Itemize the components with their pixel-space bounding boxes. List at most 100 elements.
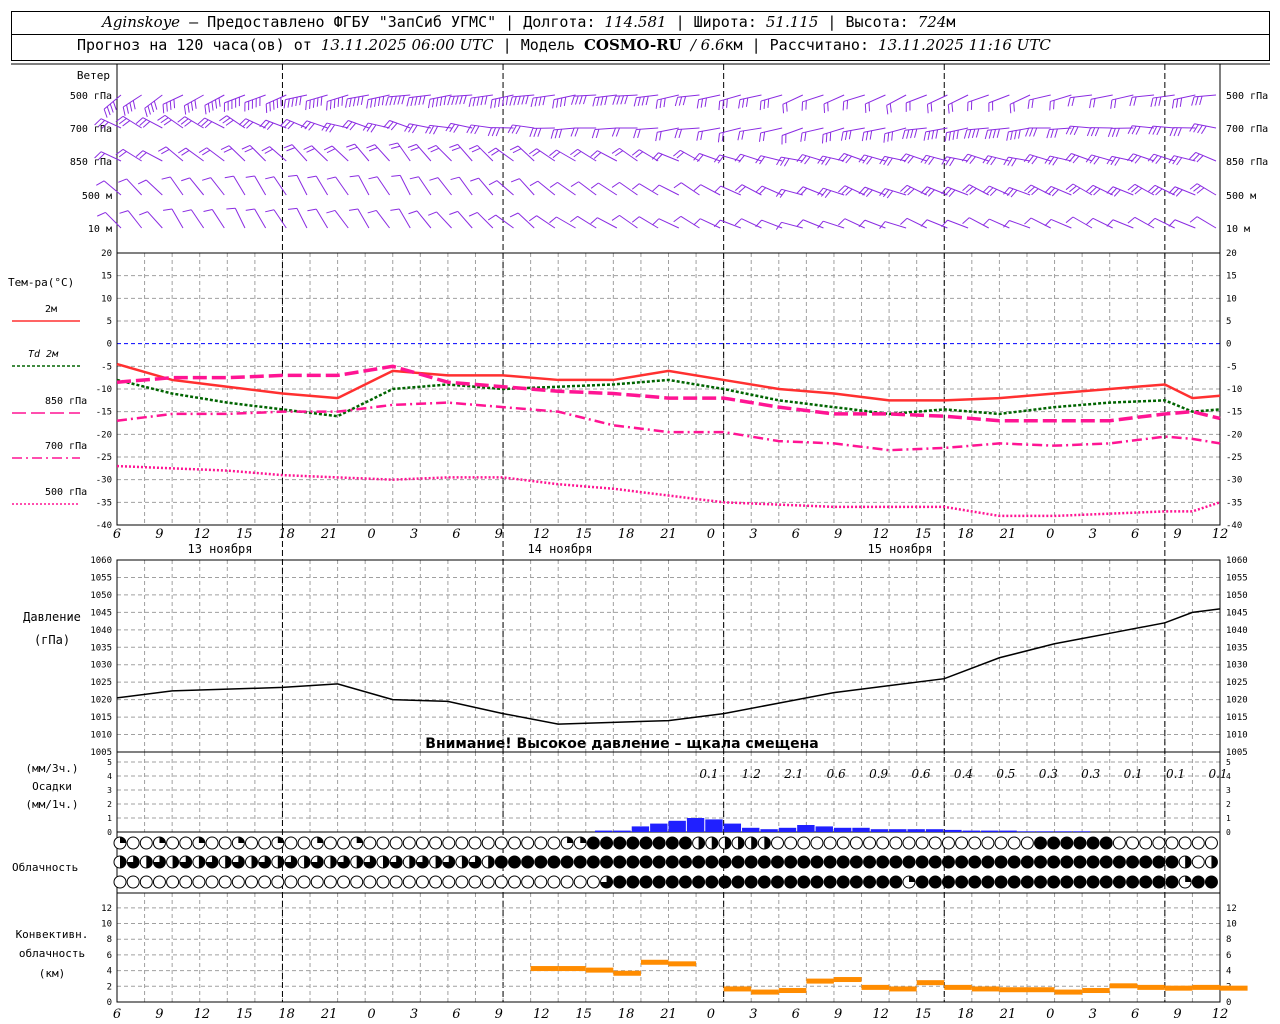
day-label: 14 ноября xyxy=(527,542,592,556)
wind-barb-feather xyxy=(800,132,803,142)
wind-barb-feather xyxy=(537,128,542,137)
cloud-cover-circle-icon xyxy=(1073,836,1087,850)
wind-barb-feather xyxy=(348,208,359,211)
wind-barb-feather xyxy=(139,119,147,126)
wind-barb-icon xyxy=(307,175,329,196)
cloud-circle-outline xyxy=(876,855,890,869)
cloud-cover-circle-icon xyxy=(1126,875,1140,889)
wind-barb-icon xyxy=(468,94,493,107)
cloud-circle-outline xyxy=(836,855,850,869)
wind-barb-feather xyxy=(211,101,214,111)
cloud-cover-circle-icon xyxy=(902,836,916,850)
cloud-cover-circle-icon xyxy=(1060,836,1074,850)
wind-barb-feather xyxy=(299,96,302,106)
cloud-cover-circle-icon xyxy=(981,875,995,889)
cloud-cover-circle-icon xyxy=(350,855,364,869)
cloud-cover-circle-icon xyxy=(521,855,535,869)
pressure-ytick-left: 1045 xyxy=(90,608,112,618)
wind-barb-icon xyxy=(220,145,246,162)
wind-barb-icon xyxy=(226,207,246,229)
wind-barb-feather xyxy=(718,101,721,111)
hour-tick-mid: 18 xyxy=(957,527,974,542)
precip-unit-1h: (мм/1ч.) xyxy=(26,798,79,811)
wind-barb-icon xyxy=(366,94,390,109)
wind-barb-feather xyxy=(817,187,824,196)
wind-barb-shaft xyxy=(619,214,638,229)
wind-barb-feather xyxy=(549,181,558,188)
convective-bar xyxy=(1026,987,1055,993)
convective-bar xyxy=(1164,985,1193,991)
wind-barb-shaft xyxy=(969,217,989,229)
wind-barb-icon xyxy=(1065,153,1093,164)
wind-barb-icon xyxy=(449,210,473,229)
hour-tick-bottom: 18 xyxy=(957,1007,974,1022)
wind-barb-icon xyxy=(94,118,122,129)
wind-barb-feather xyxy=(144,108,148,118)
wind-barb-feather xyxy=(655,99,658,109)
wind-barb-feather xyxy=(800,155,807,164)
wind-barb-feather xyxy=(879,221,886,229)
wind-barb-feather xyxy=(655,153,663,162)
wind-barb-feather xyxy=(696,99,700,109)
wind-barb-feather xyxy=(1197,125,1203,134)
cloud-cover-circle-icon xyxy=(560,875,574,889)
cloud-circle-outline xyxy=(692,855,706,869)
wind-barb-shaft xyxy=(1194,94,1217,98)
wind-barb-feather xyxy=(177,116,186,123)
wind-barb-shaft xyxy=(1030,217,1051,229)
precip-bar xyxy=(981,830,999,832)
cloud-cover-circle-icon xyxy=(994,855,1008,869)
wind-barb-icon xyxy=(1106,219,1134,229)
wind-barb-feather xyxy=(1134,156,1142,164)
wind-barb-feather xyxy=(1131,185,1139,193)
wind-barb-feather xyxy=(865,131,869,141)
wind-barb-feather xyxy=(509,145,519,151)
pressure-ytick-right: 1015 xyxy=(1226,713,1248,723)
wind-barb-feather xyxy=(920,155,927,163)
wind-barb-feather xyxy=(611,214,620,221)
wind-barb-feather xyxy=(570,127,575,137)
temp-series xyxy=(116,362,1221,518)
cloud-circle-outline xyxy=(271,875,285,889)
cloud-cover-circle-icon xyxy=(218,836,232,850)
cloud-circle-fill xyxy=(337,856,350,868)
wind-barb-feather xyxy=(374,97,377,107)
cloud-cover-circle-icon xyxy=(1007,875,1021,889)
cloud-cover-circle-icon xyxy=(1112,875,1126,889)
wind-barb-feather xyxy=(459,95,463,105)
wind-barb-icon xyxy=(280,118,308,130)
cloud-cover-circle-icon xyxy=(271,875,285,889)
cloud-circle-fill xyxy=(600,876,613,888)
model-resolution: / 6.6 xyxy=(690,36,725,54)
wind-barb-feather xyxy=(935,129,939,139)
wind-barb-feather xyxy=(509,96,513,106)
cloud-circle-fill xyxy=(356,837,363,843)
wind-barb-feather xyxy=(1071,97,1075,107)
cloud-cover-circle-icon xyxy=(284,836,298,850)
cloud-cover-circle-icon xyxy=(547,855,561,869)
wind-barb-icon xyxy=(103,94,122,118)
cloud-circle-outline xyxy=(586,836,600,850)
wind-barb-feather xyxy=(476,96,480,106)
wind-barb-feather xyxy=(1168,186,1176,194)
cloud-cover-circle-icon xyxy=(1007,855,1021,869)
wind-barb-feather xyxy=(782,104,785,114)
cloud-circle-outline xyxy=(376,836,390,850)
wind-barb-feather xyxy=(349,122,357,131)
wind-barb-feather xyxy=(902,130,906,140)
wind-barb-shaft xyxy=(254,175,267,196)
cloud-circle-outline xyxy=(1204,836,1218,850)
precip-bar xyxy=(668,820,686,832)
conv-ytick-right: 12 xyxy=(1226,904,1237,914)
wind-barb-shaft xyxy=(619,147,638,162)
cloud-cover-circle-icon xyxy=(915,875,929,889)
precip-ytick-right: 3 xyxy=(1226,786,1231,795)
wind-barb-feather xyxy=(767,98,770,108)
convective-bar xyxy=(889,986,917,992)
wind-barb-shaft xyxy=(905,153,927,162)
wind-barb-feather xyxy=(1127,125,1133,134)
longitude-value: 114.581 xyxy=(604,13,667,31)
wind-barb-shaft xyxy=(553,94,576,101)
wind-barb-feather xyxy=(97,153,106,161)
wind-barb-icon xyxy=(592,94,617,107)
